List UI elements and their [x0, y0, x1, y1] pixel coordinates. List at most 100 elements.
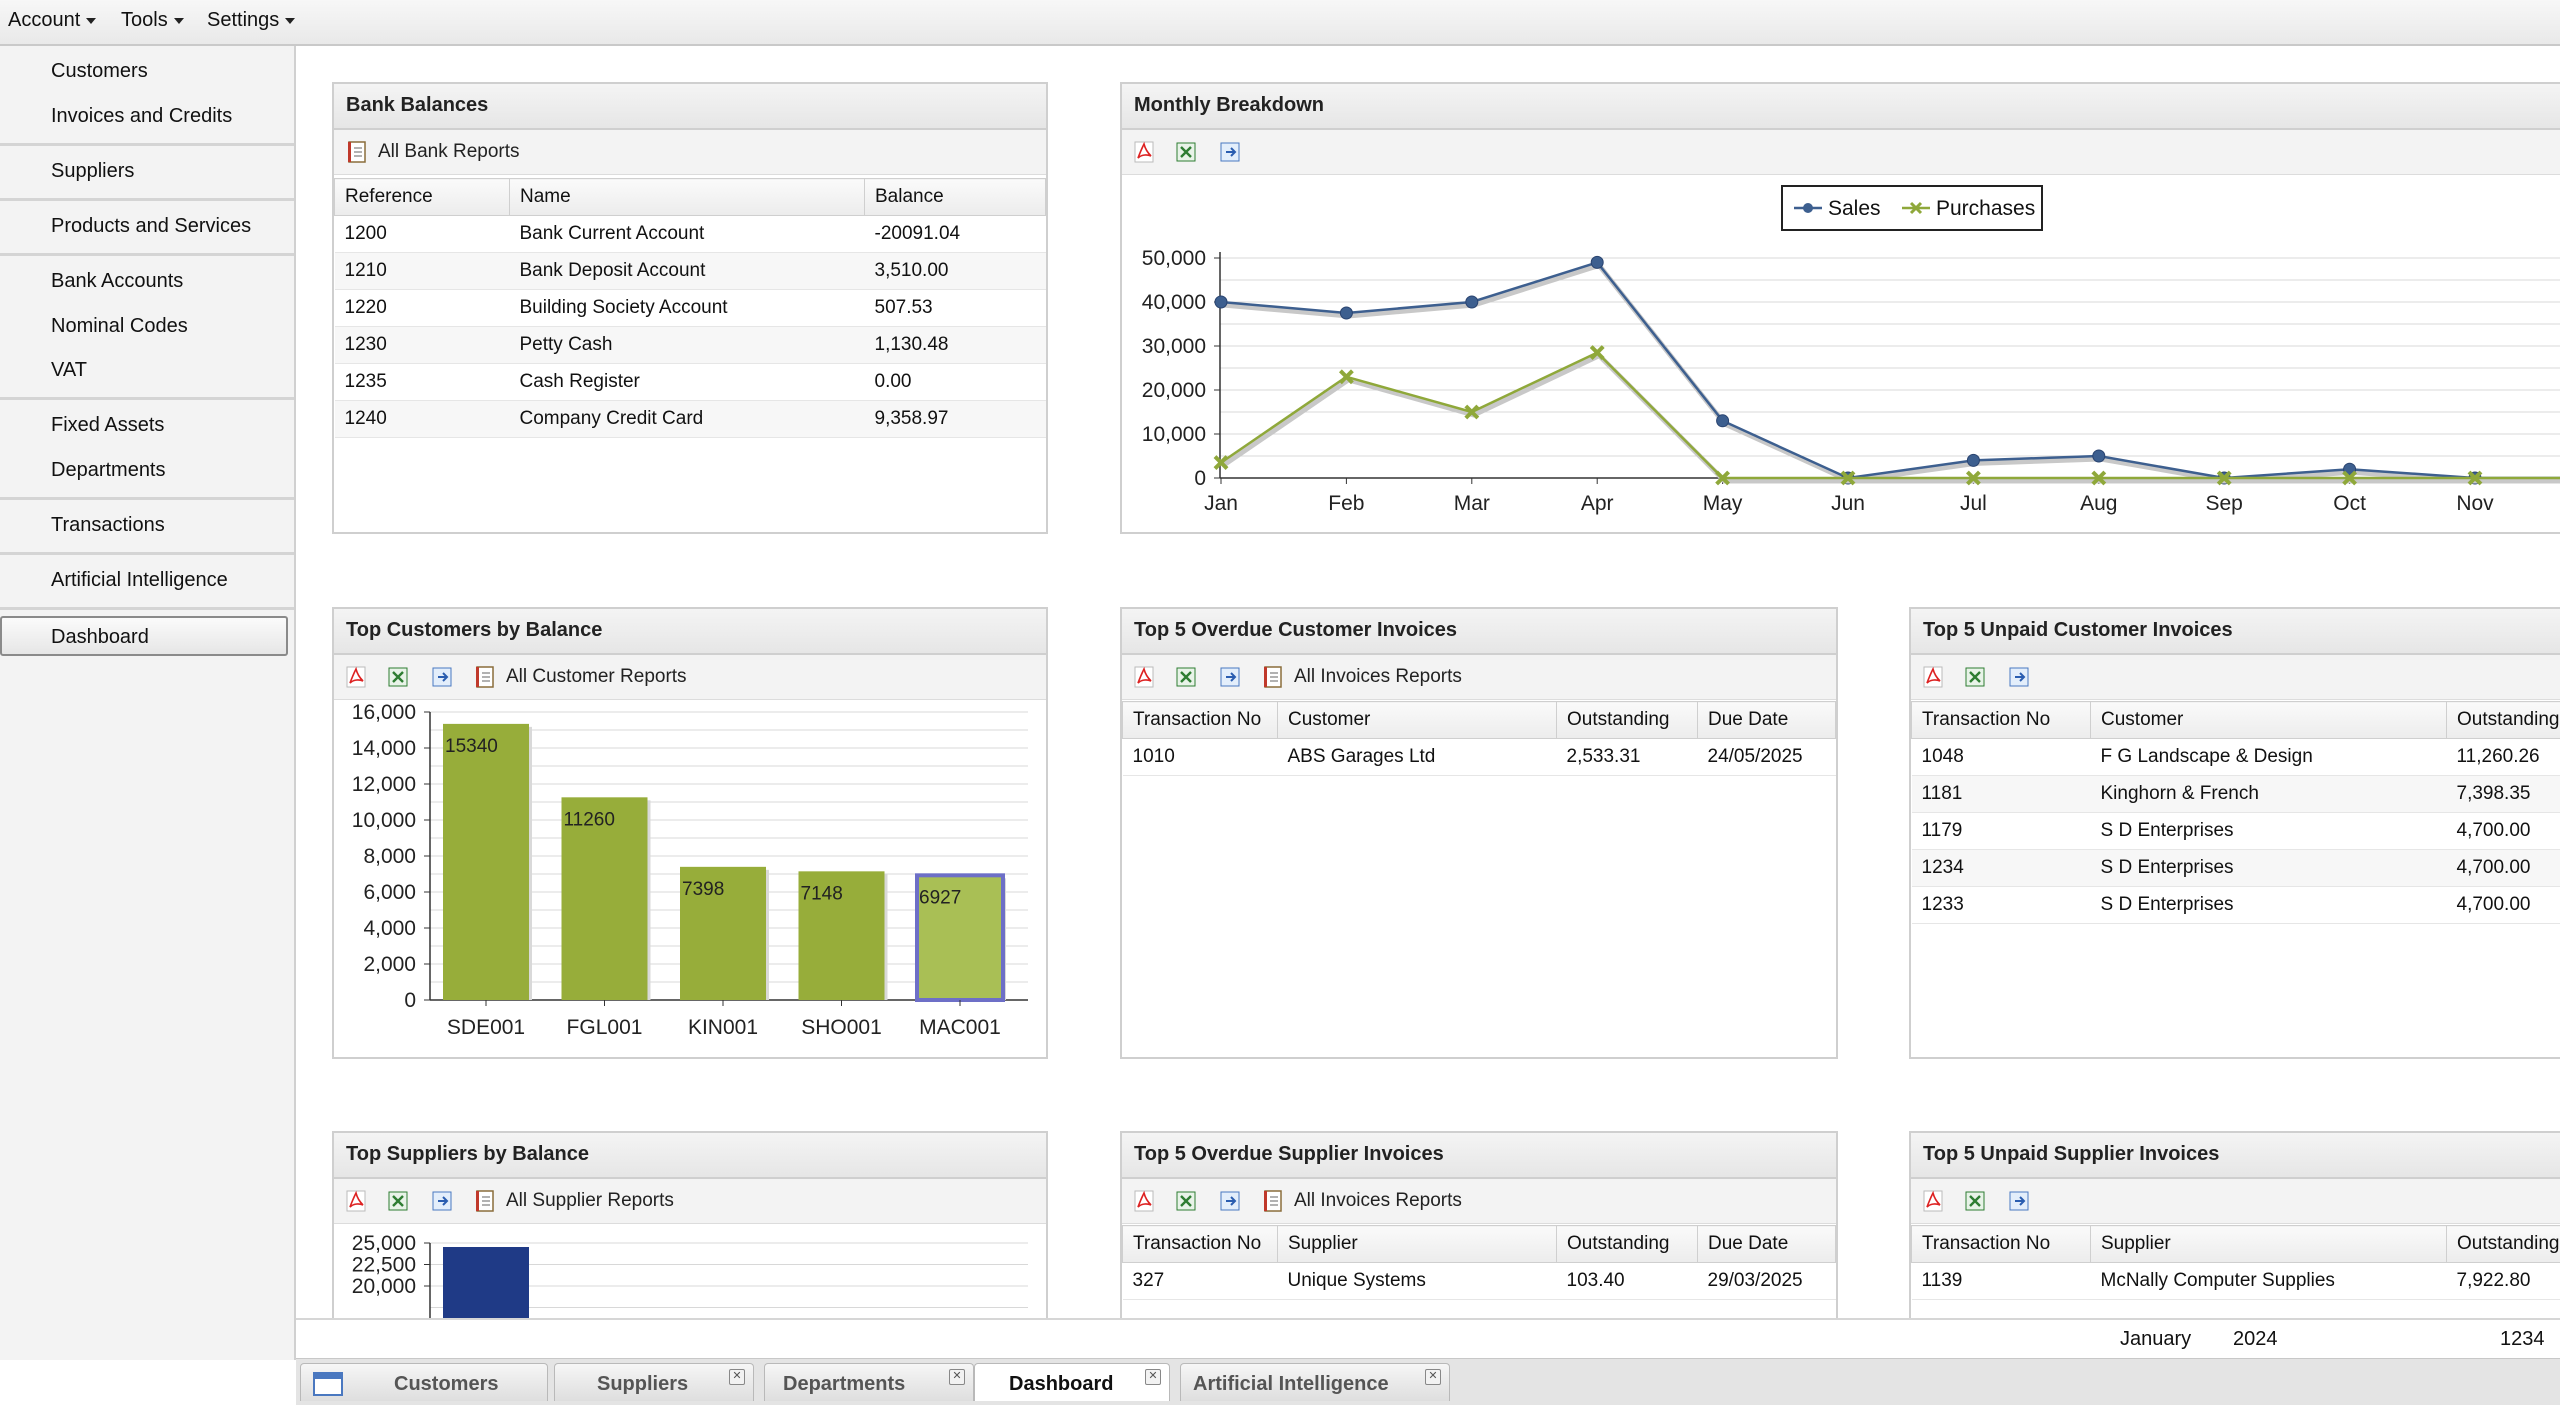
tab-artificial-intelligence[interactable]: Artificial Intelligence ✕ [1180, 1363, 1450, 1401]
column-header[interactable]: Outstanding [2447, 702, 2560, 739]
data-label: 7398 [682, 879, 724, 900]
report-icon[interactable] [474, 665, 498, 689]
sidebar-item-customers[interactable]: Customers [51, 60, 148, 83]
column-header[interactable]: Due Date [1698, 702, 1836, 739]
sidebar-item-bank-accounts[interactable]: Bank Accounts [51, 270, 183, 293]
close-icon[interactable]: ✕ [1145, 1369, 1161, 1385]
sidebar-item-transactions[interactable]: Transactions [51, 514, 165, 537]
pdf-icon[interactable] [1921, 1189, 1945, 1213]
excel-icon[interactable] [1174, 1189, 1198, 1213]
report-icon[interactable] [1262, 665, 1286, 689]
menu-account[interactable]: Account [8, 0, 96, 44]
export-icon[interactable] [1218, 1189, 1242, 1213]
all-invoices-reports-link[interactable]: All Invoices Reports [1294, 666, 1462, 688]
column-header[interactable]: Customer [1278, 702, 1557, 739]
pdf-icon[interactable] [1132, 1189, 1156, 1213]
column-header[interactable]: Name [510, 179, 865, 216]
all-invoices-reports-link[interactable]: All Invoices Reports [1294, 1190, 1462, 1212]
column-header[interactable]: Customer [2091, 702, 2447, 739]
column-header[interactable]: Balance [865, 179, 1046, 216]
column-header[interactable]: Transaction No [1912, 1226, 2091, 1263]
excel-icon[interactable] [1963, 665, 1987, 689]
export-icon[interactable] [2007, 665, 2031, 689]
export-icon[interactable] [430, 1189, 454, 1213]
pdf-icon[interactable] [1132, 665, 1156, 689]
pdf-icon[interactable] [1921, 665, 1945, 689]
column-header[interactable]: Supplier [1278, 1226, 1557, 1263]
report-icon[interactable] [1262, 1189, 1286, 1213]
y-tick-label: 12,000 [352, 773, 416, 796]
export-icon[interactable] [1218, 140, 1242, 164]
series-line-sales [1221, 262, 2560, 478]
tab-departments[interactable]: Departments ✕ [764, 1363, 974, 1401]
excel-icon[interactable] [386, 665, 410, 689]
pdf-icon[interactable] [344, 665, 368, 689]
all-bank-reports-link[interactable]: All Bank Reports [378, 141, 520, 163]
all-supplier-reports-link[interactable]: All Supplier Reports [506, 1190, 674, 1212]
column-header[interactable]: Outstanding [1557, 1226, 1698, 1263]
close-icon[interactable]: ✕ [949, 1369, 965, 1385]
all-customer-reports-link[interactable]: All Customer Reports [506, 666, 687, 688]
tab-label: Customers [394, 1373, 498, 1396]
column-header[interactable]: Due Date [1698, 1226, 1836, 1263]
export-icon[interactable] [430, 665, 454, 689]
sidebar-item-vat[interactable]: VAT [51, 359, 87, 382]
cell-transaction-no: 1010 [1123, 739, 1278, 776]
sidebar-item-ai[interactable]: Artificial Intelligence [51, 569, 228, 592]
sidebar-item-suppliers[interactable]: Suppliers [51, 160, 134, 183]
x-tick-label: Feb [1328, 492, 1364, 515]
column-header[interactable]: Supplier [2091, 1226, 2447, 1263]
excel-icon[interactable] [1963, 1189, 1987, 1213]
sidebar-item-invoices[interactable]: Invoices and Credits [51, 105, 232, 128]
x-tick-label: Mar [1454, 492, 1490, 515]
panel-toolbar: All Supplier Reports [334, 1179, 1046, 1224]
close-icon[interactable]: ✕ [729, 1369, 745, 1385]
excel-icon[interactable] [1174, 140, 1198, 164]
cell-reference: 1200 [335, 216, 510, 253]
tab-suppliers[interactable]: Suppliers ✕ [554, 1363, 754, 1401]
cell-balance: 0.00 [865, 364, 1046, 401]
tab-label: Suppliers [597, 1373, 688, 1396]
export-icon[interactable] [2007, 1189, 2031, 1213]
panel-title: Monthly Breakdown [1134, 94, 1324, 117]
column-header[interactable]: Outstanding [2447, 1226, 2560, 1263]
tab-customers[interactable]: Customers [300, 1363, 548, 1401]
column-header[interactable]: Outstanding [1557, 702, 1698, 739]
column-header[interactable]: Reference [335, 179, 510, 216]
report-icon[interactable] [346, 140, 370, 164]
column-header[interactable]: Transaction No [1123, 1226, 1278, 1263]
sidebar-item-dashboard[interactable]: Dashboard [0, 616, 288, 656]
sidebar-item-nominal-codes[interactable]: Nominal Codes [51, 315, 188, 338]
sidebar-item-products[interactable]: Products and Services [51, 215, 251, 238]
column-header[interactable]: Transaction No [1123, 702, 1278, 739]
sidebar-divider [0, 143, 294, 146]
excel-icon[interactable] [1174, 665, 1198, 689]
menu-settings[interactable]: Settings [207, 0, 295, 44]
export-icon[interactable] [1218, 665, 1242, 689]
sidebar-item-departments[interactable]: Departments [51, 459, 166, 482]
sidebar-item-fixed-assets[interactable]: Fixed Assets [51, 414, 164, 437]
column-header[interactable]: Transaction No [1912, 702, 2091, 739]
pdf-icon[interactable] [344, 1189, 368, 1213]
excel-icon[interactable] [386, 1189, 410, 1213]
sales-point [2093, 450, 2105, 462]
menu-tools[interactable]: Tools [121, 0, 184, 44]
report-icon[interactable] [474, 1189, 498, 1213]
pdf-icon[interactable] [1132, 140, 1156, 164]
tab-dashboard[interactable]: Dashboard ✕ [974, 1363, 1170, 1401]
close-icon[interactable]: ✕ [1425, 1369, 1441, 1385]
